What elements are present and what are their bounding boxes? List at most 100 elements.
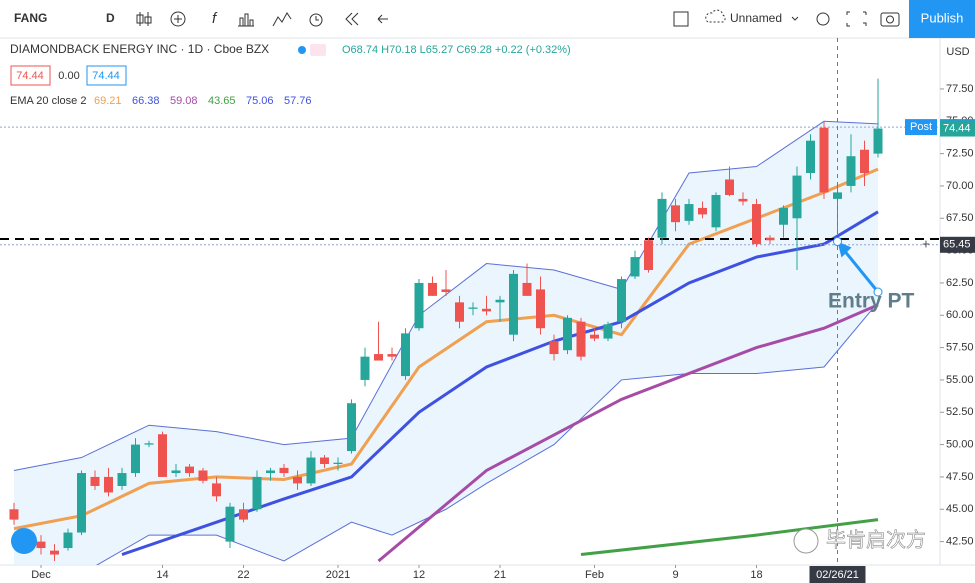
y-tick-label: 45.00 bbox=[946, 503, 974, 515]
candle-body bbox=[198, 470, 208, 481]
candle-body bbox=[833, 192, 842, 199]
y-tick-label: 72.50 bbox=[946, 148, 974, 160]
indicator-line bbox=[13, 120, 879, 471]
candle-body bbox=[401, 333, 410, 377]
ask-box[interactable] bbox=[86, 65, 127, 86]
candle-body bbox=[509, 273, 518, 335]
candle-body bbox=[333, 462, 343, 464]
ema-value: 75.06 bbox=[246, 95, 274, 107]
candle-body bbox=[806, 140, 815, 174]
candle-body bbox=[630, 257, 640, 277]
indicator-line bbox=[13, 167, 879, 531]
publish-button[interactable] bbox=[909, 0, 975, 38]
ema-value: 57.76 bbox=[284, 95, 312, 107]
fx-icon[interactable]: f bbox=[212, 10, 218, 27]
y-tick-label: 52.50 bbox=[946, 406, 974, 418]
cloud-icon bbox=[705, 9, 726, 23]
indicator-line bbox=[121, 210, 879, 556]
caret bbox=[791, 16, 799, 21]
spread: 0.00 bbox=[58, 70, 79, 82]
candle-body bbox=[590, 334, 599, 339]
symbol[interactable]: FANG bbox=[14, 11, 47, 25]
candle-body bbox=[158, 434, 167, 477]
y-tick-label: 67.50 bbox=[946, 212, 974, 224]
post-tag-label: Post bbox=[910, 121, 932, 133]
indicator-line bbox=[377, 303, 879, 563]
candle-body bbox=[185, 466, 194, 474]
candle-body bbox=[765, 237, 775, 241]
price-tag bbox=[940, 236, 975, 253]
x-tick-label: 18 bbox=[750, 569, 762, 581]
candle-body bbox=[779, 207, 788, 225]
candle-body bbox=[374, 354, 383, 361]
x-tick-label: 14 bbox=[156, 569, 168, 581]
currency: USD bbox=[946, 46, 969, 58]
x-tick-label: 2021 bbox=[326, 569, 350, 581]
candle-body bbox=[360, 356, 370, 380]
candle-body bbox=[657, 198, 667, 238]
y-tick-label: 50.00 bbox=[946, 439, 974, 451]
bid[interactable]: 74.44 bbox=[16, 70, 44, 82]
layout-name[interactable]: Unnamed bbox=[730, 11, 782, 25]
candle-body bbox=[644, 240, 653, 271]
y-tick-label: 62.50 bbox=[946, 277, 974, 289]
publish-label[interactable]: Publish bbox=[921, 10, 964, 25]
y-tick-label: 55.00 bbox=[946, 374, 974, 386]
logo bbox=[11, 528, 37, 554]
y-tick-label: 47.50 bbox=[946, 471, 974, 483]
candle-body bbox=[495, 299, 505, 303]
candle-body bbox=[617, 279, 626, 322]
y-tick-label: 57.50 bbox=[946, 342, 974, 354]
x-tick-label: 22 bbox=[237, 569, 249, 581]
toolbar-bg bbox=[0, 0, 975, 38]
status-badge bbox=[310, 44, 326, 56]
bid-box[interactable] bbox=[10, 65, 51, 86]
candle-body bbox=[347, 403, 356, 452]
candle-body bbox=[536, 289, 545, 329]
candle-body bbox=[860, 149, 869, 174]
candle-body bbox=[266, 470, 275, 474]
indicator-line bbox=[580, 518, 879, 557]
status-dot bbox=[298, 46, 306, 54]
x-tick-label: 21 bbox=[494, 569, 506, 581]
candle-body bbox=[36, 541, 46, 549]
interval[interactable]: D bbox=[106, 11, 115, 25]
toolbar-icons[interactable] bbox=[136, 11, 900, 27]
annotation: Entry PT bbox=[828, 290, 915, 313]
y-tick-label: 70.00 bbox=[946, 180, 974, 192]
candle-body bbox=[792, 175, 802, 219]
candle-body bbox=[576, 321, 586, 357]
ema-value: 69.21 bbox=[94, 95, 122, 107]
candle-body bbox=[171, 470, 181, 474]
y-tick-label: 60.00 bbox=[946, 309, 974, 321]
price-tag bbox=[940, 120, 975, 137]
candle-body bbox=[239, 509, 248, 520]
handle bbox=[833, 237, 842, 247]
ema-value: 59.08 bbox=[170, 95, 198, 107]
arrow-head bbox=[837, 241, 852, 258]
candle-body bbox=[752, 204, 761, 245]
crosshair-label: 02/26/21 bbox=[816, 569, 859, 581]
post-tag bbox=[905, 119, 937, 136]
candle-body bbox=[63, 532, 73, 549]
candle-body bbox=[212, 483, 221, 497]
candle-body bbox=[684, 204, 694, 221]
candle-body bbox=[225, 506, 235, 542]
candle-body bbox=[819, 127, 829, 193]
plot-area bbox=[0, 78, 940, 565]
crosshair-box bbox=[809, 566, 866, 583]
candle-body bbox=[50, 550, 59, 555]
candle-body bbox=[441, 289, 451, 292]
plot: 42.50 45.00 47.50 50.00 52.50 55.00 57.50 60.00… bbox=[0, 38, 975, 583]
ask[interactable]: 74.44 bbox=[92, 70, 120, 82]
candle-body bbox=[711, 195, 721, 228]
candle-body bbox=[671, 205, 680, 223]
handle bbox=[873, 287, 883, 297]
wm-icon bbox=[793, 528, 819, 554]
candle-body bbox=[252, 476, 262, 510]
candle-body bbox=[468, 307, 478, 309]
watermark: 毕肯启次方 bbox=[826, 528, 926, 551]
candle-body bbox=[846, 156, 856, 186]
candle-body bbox=[306, 457, 316, 484]
